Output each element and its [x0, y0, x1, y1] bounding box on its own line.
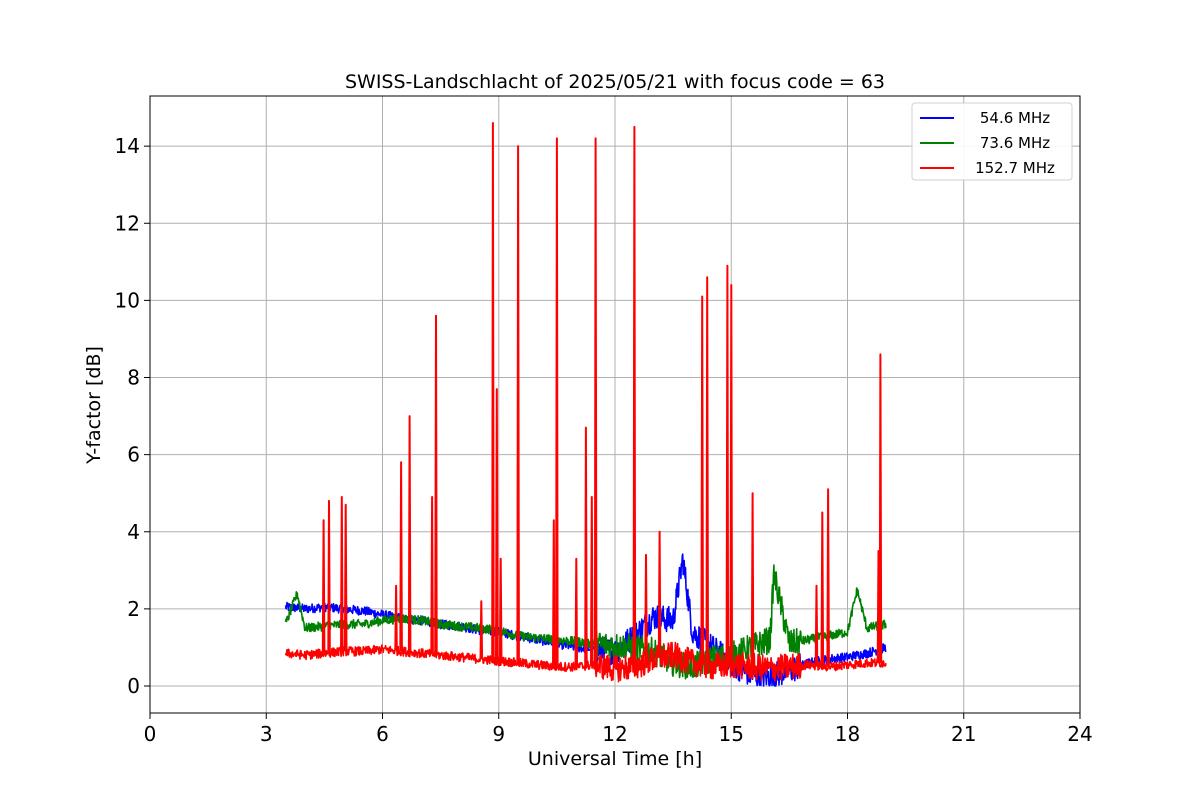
- series-spike: [632, 125, 637, 667]
- legend-box: [911, 102, 1073, 181]
- legend-label: 152.7 MHz: [975, 159, 1055, 177]
- x-tick-label: 3: [260, 722, 273, 746]
- x-tick-label: 0: [144, 722, 157, 746]
- y-axis: 0 2 4 6 8 10 12 14: [115, 134, 150, 698]
- series-spike: [820, 511, 825, 667]
- x-tick-label: 12: [602, 722, 627, 746]
- series-spike: [584, 426, 588, 666]
- legend: 54.6 MHz 73.6 MHz 152.7 MHz: [911, 102, 1073, 181]
- x-tick-label: 6: [376, 722, 389, 746]
- series-spike: [814, 584, 819, 666]
- x-axis: 0 3 6 9 12 15 18 21 24: [144, 713, 1093, 746]
- series-spike: [593, 137, 598, 665]
- series-spike: [574, 557, 578, 667]
- series-spike: [343, 503, 348, 652]
- series-spike: [340, 496, 344, 652]
- x-tick-label: 15: [719, 722, 744, 746]
- y-tick-label: 4: [127, 520, 140, 544]
- x-tick-label: 9: [492, 722, 505, 746]
- series-spike: [590, 496, 594, 666]
- series-spike: [430, 496, 434, 655]
- series-spike: [705, 276, 709, 666]
- x-axis-label: Universal Time [h]: [528, 748, 702, 770]
- series-spike: [321, 519, 326, 654]
- y-tick-label: 14: [115, 134, 140, 158]
- series-spike: [878, 353, 883, 663]
- series-spike: [657, 530, 662, 658]
- series-line-3: [284, 641, 887, 683]
- series-spike: [434, 314, 438, 655]
- series-spike: [479, 600, 484, 660]
- y-axis-label: Y-factor [dB]: [83, 346, 105, 465]
- y-tick-label: 6: [127, 443, 140, 467]
- series-spike: [327, 499, 331, 653]
- y-tick-label: 8: [127, 366, 140, 390]
- series-spike: [700, 295, 704, 665]
- chart-title: SWISS-Landschlacht of 2025/05/21 with fo…: [345, 71, 885, 93]
- series-spike: [491, 122, 495, 661]
- series-spike: [552, 519, 556, 667]
- series-spike: [516, 145, 520, 663]
- legend-label: 54.6 MHz: [980, 109, 1050, 127]
- series-spike: [495, 388, 499, 661]
- series-layer: [284, 122, 887, 687]
- x-tick-label: 24: [1067, 722, 1092, 746]
- series-spike: [399, 461, 403, 652]
- series-spike: [394, 584, 398, 651]
- y-tick-label: 10: [115, 288, 140, 312]
- series-spike: [644, 553, 648, 663]
- series-spike: [407, 415, 412, 653]
- x-tick-label: 21: [951, 722, 976, 746]
- y-tick-label: 0: [127, 674, 140, 698]
- y-tick-label: 2: [127, 597, 140, 621]
- series-spike: [750, 492, 755, 667]
- series-spike: [555, 137, 559, 667]
- series-spike: [725, 264, 730, 666]
- x-tick-label: 18: [835, 722, 860, 746]
- series-spike: [498, 557, 503, 662]
- y-tick-label: 12: [115, 211, 140, 235]
- legend-label: 73.6 MHz: [980, 134, 1050, 152]
- series-spike: [826, 488, 830, 667]
- series-spike: [729, 284, 733, 665]
